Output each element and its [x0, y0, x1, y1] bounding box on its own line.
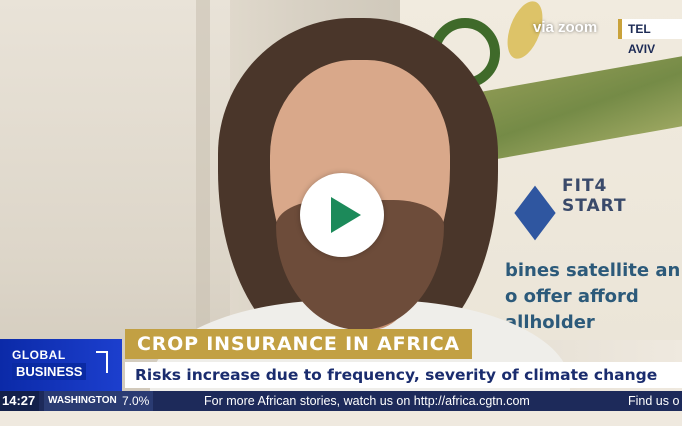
fit4start-logo-text: FIT4 START	[562, 176, 627, 216]
ticker-message: For more African stories, watch us on ht…	[204, 394, 530, 408]
banner-text: bines satellite an o offer afford allhol…	[505, 258, 680, 336]
fit4-line2: START	[562, 196, 627, 216]
banner-line3: allholder	[505, 312, 595, 333]
show-logo: GLOBAL BUSINESS	[0, 339, 122, 391]
show-logo-global: GLOBAL	[12, 348, 66, 362]
location-tag: TEL AVIV	[618, 19, 682, 56]
ticker-message-more: Find us o	[628, 394, 680, 408]
play-icon[interactable]	[300, 173, 384, 257]
show-logo-business: BUSINESS	[12, 363, 87, 380]
ticker-stock: 7.0%	[118, 391, 154, 411]
bottom-strip	[0, 411, 682, 426]
banner-line2: o offer afford	[505, 286, 639, 307]
ticker-city: WASHINGTON DC	[44, 391, 138, 411]
fit4-line1: FIT4	[562, 176, 608, 196]
headline-title: CROP INSURANCE IN AFRICA	[125, 329, 472, 359]
headline-subtitle: Risks increase due to frequency, severit…	[125, 362, 682, 388]
logo-bracket-icon	[96, 351, 108, 373]
via-zoom-label: via zoom	[533, 19, 598, 36]
wall-edge	[196, 0, 210, 426]
news-ticker: 14:27 WASHINGTON DC 7.0% For more Africa…	[0, 391, 682, 411]
banner-line1: bines satellite an	[505, 260, 681, 281]
ticker-time: 14:27	[0, 391, 40, 411]
